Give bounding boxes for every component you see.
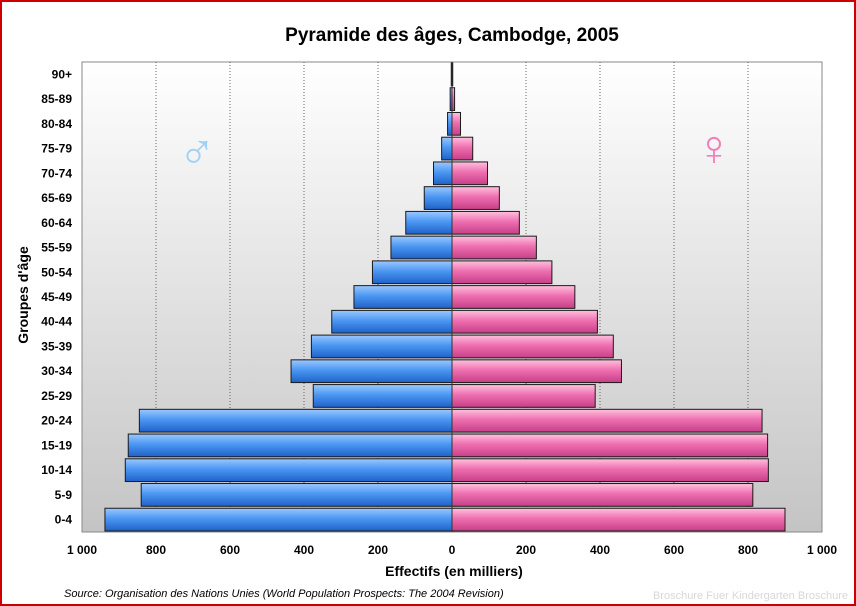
chart-title: Pyramide des âges, Cambodge, 2005 <box>285 25 619 46</box>
age-group-label: 70-74 <box>41 166 72 180</box>
age-group-label: 80-84 <box>41 117 72 131</box>
age-group-label: 65-69 <box>41 191 72 205</box>
x-tick-label: 1 000 <box>807 543 837 557</box>
bar-male <box>290 359 453 384</box>
bar-female <box>451 235 537 260</box>
female-symbol-icon: ♀ <box>695 120 733 176</box>
age-group-label: 55-59 <box>41 241 72 255</box>
watermark-text: Broschure Fuer Kindergarten Broschure <box>653 590 848 602</box>
bar-male <box>441 136 453 161</box>
age-group-label: 40-44 <box>41 315 72 329</box>
age-group-label: 60-64 <box>41 216 72 230</box>
male-symbol-icon: ♂ <box>178 122 216 178</box>
bar-male <box>140 483 453 507</box>
x-tick-label: 400 <box>590 543 610 557</box>
bar-female <box>451 408 763 433</box>
bar-male <box>423 186 453 210</box>
bar-female <box>451 260 553 285</box>
x-tick-label: 800 <box>738 543 758 557</box>
age-group-label: 50-54 <box>41 265 72 279</box>
bar-male <box>104 507 453 532</box>
y-axis-label: Groupes d'âge <box>15 246 31 344</box>
source-note: Source: Organisation des Nations Unies (… <box>64 588 504 600</box>
bar-female <box>451 359 622 384</box>
bar-female <box>451 483 754 507</box>
age-group-label: 25-29 <box>41 389 72 403</box>
x-axis-label: Effectifs (en milliers) <box>385 563 523 579</box>
bar-male <box>405 210 453 235</box>
x-tick-labels: 1 000 800 600 400 200 0 200 400 600 800 1 000 <box>67 543 837 557</box>
x-tick-label: 1 000 <box>67 543 97 557</box>
x-tick-label: 800 <box>146 543 166 557</box>
x-tick-label: 400 <box>294 543 314 557</box>
age-group-label: 45-49 <box>41 290 72 304</box>
bar-female <box>451 458 769 483</box>
bar-male <box>331 309 453 334</box>
bar-female <box>451 507 786 532</box>
bars-group <box>104 62 786 532</box>
age-group-label: 5-9 <box>55 488 73 502</box>
age-group-label: 0-4 <box>55 513 73 527</box>
bar-female <box>451 285 576 309</box>
bar-female <box>451 309 598 334</box>
bar-female <box>451 433 769 458</box>
bar-female <box>451 334 614 359</box>
bar-male <box>310 334 453 359</box>
x-tick-label: 600 <box>220 543 240 557</box>
x-tick-label: 200 <box>516 543 536 557</box>
age-group-labels: 0-4 5-9 10-14 15-19 20-24 25-29 30-34 35-39 40-4… <box>41 67 72 526</box>
age-group-label: 90+ <box>52 67 72 81</box>
age-group-label: 10-14 <box>41 463 72 477</box>
bar-female <box>451 161 489 186</box>
bar-male <box>127 433 453 458</box>
bar-male <box>138 408 453 433</box>
bar-female <box>451 136 474 161</box>
age-group-label: 85-89 <box>41 92 72 106</box>
age-group-label: 30-34 <box>41 364 72 378</box>
bar-female <box>451 384 596 408</box>
age-group-label: 35-39 <box>41 339 72 353</box>
x-tick-label: 0 <box>449 543 456 557</box>
x-tick-label: 200 <box>368 543 388 557</box>
bar-female <box>451 186 500 210</box>
bar-male <box>371 260 453 285</box>
x-tick-label: 600 <box>664 543 684 557</box>
bar-male <box>447 111 453 136</box>
age-group-label: 15-19 <box>41 438 72 452</box>
age-group-label: 75-79 <box>41 142 72 156</box>
bar-male <box>353 285 453 309</box>
age-group-label: 20-24 <box>41 414 72 428</box>
bar-female <box>451 210 520 235</box>
bar-male <box>124 458 453 483</box>
bar-female <box>451 111 462 136</box>
bar-male <box>390 235 453 260</box>
bar-male <box>312 384 453 408</box>
bar-male <box>433 161 453 186</box>
